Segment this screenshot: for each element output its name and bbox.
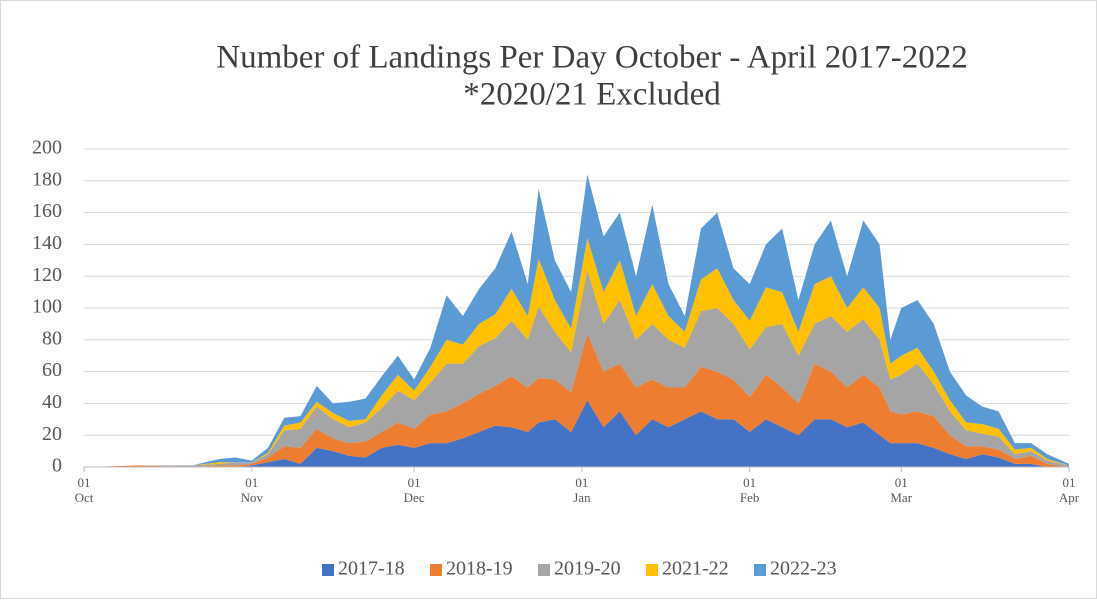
y-tick-label: 40 [42, 391, 62, 413]
legend-label: 2022-23 [770, 558, 837, 580]
y-tick-label: 20 [42, 423, 62, 445]
legend-swatch [322, 564, 334, 576]
legend-swatch [430, 564, 442, 576]
x-tick-label-text: 01 Dec [403, 475, 425, 505]
y-tick-label: 120 [32, 264, 62, 286]
x-tick-label-text: 01 Oct [74, 475, 94, 505]
area [84, 333, 1069, 467]
y-tick-label: 160 [32, 200, 62, 222]
x-tick-label: 01 Jan [573, 475, 591, 505]
x-tick-label-text: 01 Nov [240, 475, 263, 505]
chart-subtitle: *2020/21 Excluded [463, 77, 721, 113]
y-tick-label: 200 [32, 137, 62, 159]
legend-label: 2018-19 [446, 558, 513, 580]
x-tick-label-text: 01 Jan [573, 475, 591, 505]
legend-label: 2017-18 [338, 558, 405, 580]
legend-swatch [646, 564, 658, 576]
area [84, 400, 1069, 467]
x-tick-label: 01 Feb [739, 475, 760, 505]
y-tick-label: 80 [42, 327, 62, 349]
x-tick-label-text: 01 Feb [739, 475, 760, 505]
legend-label: 2021-22 [662, 558, 729, 580]
legend-swatch [538, 564, 550, 576]
legend-swatch [754, 564, 766, 576]
x-tick-label-text: 01 Mar [890, 475, 913, 505]
x-tick-label: 01 Oct [74, 475, 94, 505]
area [84, 238, 1069, 467]
legend-label: 2019-20 [554, 558, 621, 580]
y-tick-label: 140 [32, 232, 62, 254]
x-tick-label: 01 Mar [890, 475, 913, 505]
y-tick-label: 100 [32, 296, 62, 318]
x-tick-label-text: 01 Apr [1058, 475, 1080, 505]
x-tick-label: 01 Nov [240, 475, 263, 505]
area [84, 269, 1069, 467]
y-tick-label: 0 [52, 455, 62, 477]
y-tick-label: 60 [42, 359, 62, 381]
chart-title: Number of Landings Per Day October - Apr… [216, 40, 968, 76]
x-tick-label: 01 Dec [403, 475, 425, 505]
area [84, 174, 1069, 467]
x-tick-label: 01 Apr [1058, 475, 1080, 505]
y-tick-label: 180 [32, 168, 62, 190]
